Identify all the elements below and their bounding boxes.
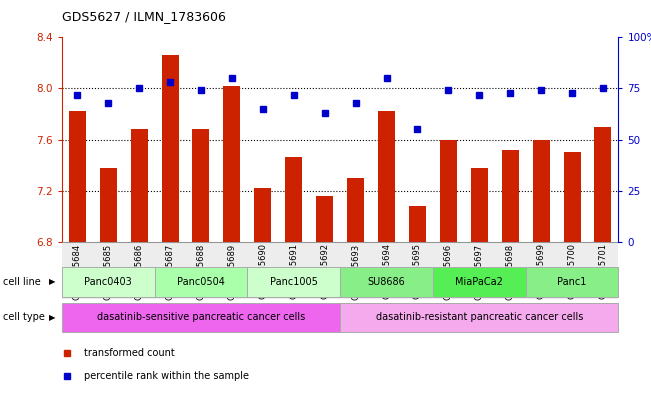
Bar <box>309 242 340 299</box>
Text: GSM1435688: GSM1435688 <box>197 243 206 299</box>
Text: SU8686: SU8686 <box>368 277 406 287</box>
Text: Panc0504: Panc0504 <box>177 277 225 287</box>
Text: ▶: ▶ <box>49 277 55 286</box>
Bar <box>62 242 92 299</box>
Text: Panc1: Panc1 <box>557 277 587 287</box>
Text: ▶: ▶ <box>49 313 55 322</box>
Text: GSM1435697: GSM1435697 <box>475 243 484 299</box>
Bar <box>223 86 240 242</box>
Bar <box>154 242 186 299</box>
Bar <box>247 267 340 297</box>
Bar <box>316 196 333 242</box>
Text: GDS5627 / ILMN_1783606: GDS5627 / ILMN_1783606 <box>62 10 226 23</box>
Text: GSM1435696: GSM1435696 <box>444 243 453 299</box>
Bar <box>62 303 340 332</box>
Bar <box>100 167 117 242</box>
Text: cell type: cell type <box>3 312 45 322</box>
Bar <box>502 150 519 242</box>
Text: MiaPaCa2: MiaPaCa2 <box>455 277 503 287</box>
Bar <box>278 242 309 299</box>
Bar <box>340 267 433 297</box>
Bar <box>564 152 581 242</box>
Bar <box>340 242 371 299</box>
Text: cell line: cell line <box>3 277 41 287</box>
Bar <box>285 157 302 242</box>
Text: Panc0403: Panc0403 <box>85 277 132 287</box>
Bar <box>594 127 611 242</box>
Bar <box>193 129 210 242</box>
Bar <box>247 242 278 299</box>
Text: GSM1435691: GSM1435691 <box>289 243 298 299</box>
Bar <box>186 242 216 299</box>
Bar <box>557 242 587 299</box>
Text: GSM1435701: GSM1435701 <box>598 243 607 299</box>
Bar <box>347 178 364 242</box>
Text: transformed count: transformed count <box>84 348 175 358</box>
Bar <box>525 242 557 299</box>
Bar <box>378 111 395 242</box>
Bar <box>587 242 618 299</box>
Bar <box>371 242 402 299</box>
Bar <box>255 188 271 242</box>
Bar <box>402 242 433 299</box>
Bar <box>495 242 525 299</box>
Bar <box>409 206 426 242</box>
Text: GSM1435684: GSM1435684 <box>73 243 82 299</box>
Text: GSM1435694: GSM1435694 <box>382 243 391 299</box>
Bar <box>433 242 464 299</box>
Bar <box>216 242 247 299</box>
Text: Panc1005: Panc1005 <box>270 277 318 287</box>
Bar <box>440 140 457 242</box>
Text: GSM1435689: GSM1435689 <box>227 243 236 299</box>
Bar <box>464 242 495 299</box>
Text: GSM1435699: GSM1435699 <box>536 243 546 299</box>
Bar <box>131 129 148 242</box>
Text: GSM1435698: GSM1435698 <box>506 243 515 299</box>
Bar <box>154 267 247 297</box>
Text: GSM1435687: GSM1435687 <box>165 243 174 299</box>
Text: GSM1435685: GSM1435685 <box>104 243 113 299</box>
Text: GSM1435686: GSM1435686 <box>135 243 144 299</box>
Text: GSM1435700: GSM1435700 <box>568 243 577 299</box>
Text: GSM1435695: GSM1435695 <box>413 243 422 299</box>
Bar <box>533 140 549 242</box>
Text: GSM1435690: GSM1435690 <box>258 243 268 299</box>
Text: percentile rank within the sample: percentile rank within the sample <box>84 371 249 381</box>
Bar <box>69 111 86 242</box>
Text: GSM1435693: GSM1435693 <box>351 243 360 299</box>
Text: GSM1435692: GSM1435692 <box>320 243 329 299</box>
Text: dasatinib-sensitive pancreatic cancer cells: dasatinib-sensitive pancreatic cancer ce… <box>97 312 305 322</box>
Bar <box>433 267 525 297</box>
Text: dasatinib-resistant pancreatic cancer cells: dasatinib-resistant pancreatic cancer ce… <box>376 312 583 322</box>
Bar <box>161 55 178 242</box>
Bar <box>471 167 488 242</box>
Bar <box>525 267 618 297</box>
Bar <box>62 267 154 297</box>
Bar <box>340 303 618 332</box>
Bar <box>124 242 154 299</box>
Bar <box>92 242 124 299</box>
